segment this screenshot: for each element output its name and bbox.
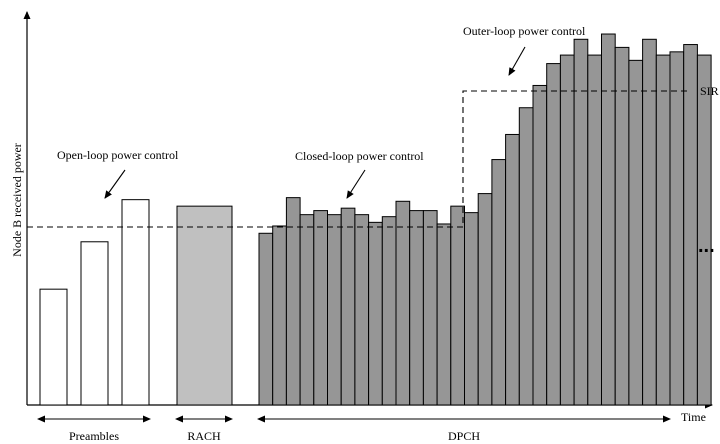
sir-target-line xyxy=(27,90,688,228)
x-axis-label: Time xyxy=(681,410,706,424)
dpch-bar xyxy=(327,214,342,406)
dpch-bar xyxy=(614,46,630,406)
dpch-bar xyxy=(464,212,479,406)
dpch-bar xyxy=(340,207,356,406)
dpch-bar xyxy=(642,38,657,406)
dpch-bar xyxy=(532,84,548,406)
dpch-bar xyxy=(655,54,671,406)
dpch-bar xyxy=(491,159,507,406)
dpch-bar xyxy=(573,38,589,406)
closed-loop-arrow xyxy=(346,169,366,199)
dpch-bar xyxy=(436,223,452,406)
dpch-bar xyxy=(559,54,575,406)
dpch-label: DPCH xyxy=(448,429,480,443)
dpch-bar xyxy=(299,214,315,406)
power-bars xyxy=(39,33,712,406)
rach-bar xyxy=(176,205,233,406)
preamble-bar xyxy=(121,199,150,406)
dpch-bar xyxy=(696,54,712,406)
preamble-bar xyxy=(39,288,68,406)
dpch-bar xyxy=(683,44,698,406)
dpch-bar xyxy=(669,51,685,406)
dpch-bar xyxy=(272,225,287,406)
dpch-bar xyxy=(477,193,493,406)
outer-loop-arrow xyxy=(508,46,526,76)
dpch-bar xyxy=(505,133,520,406)
dpch-bar xyxy=(368,221,383,406)
dpch-bar xyxy=(518,107,534,406)
closed-loop-label: Closed-loop power control xyxy=(295,149,424,163)
preambles-label: Preambles xyxy=(69,429,119,443)
dpch-bar xyxy=(628,59,644,406)
sir-label: SIR xyxy=(700,84,719,98)
dpch-bar xyxy=(422,210,438,406)
dpch-bar xyxy=(354,214,370,406)
dpch-bar xyxy=(381,216,397,406)
open-loop-label: Open-loop power control xyxy=(57,148,179,162)
y-axis-label: Node B received power xyxy=(10,143,24,257)
dpch-bar xyxy=(258,232,274,406)
continuation-ellipsis: ... xyxy=(698,235,715,257)
preamble-bar xyxy=(80,241,109,406)
outer-loop-label: Outer-loop power control xyxy=(463,24,586,38)
dpch-bar xyxy=(450,205,465,406)
dpch-bar xyxy=(395,200,411,406)
rach-label: RACH xyxy=(187,429,221,443)
dpch-bar xyxy=(601,33,616,406)
dpch-bar xyxy=(313,210,328,406)
dpch-bar xyxy=(409,210,424,406)
dpch-bar xyxy=(587,54,602,406)
dpch-bar xyxy=(546,63,561,406)
open-loop-arrow xyxy=(104,169,126,199)
dpch-bar xyxy=(285,197,301,406)
